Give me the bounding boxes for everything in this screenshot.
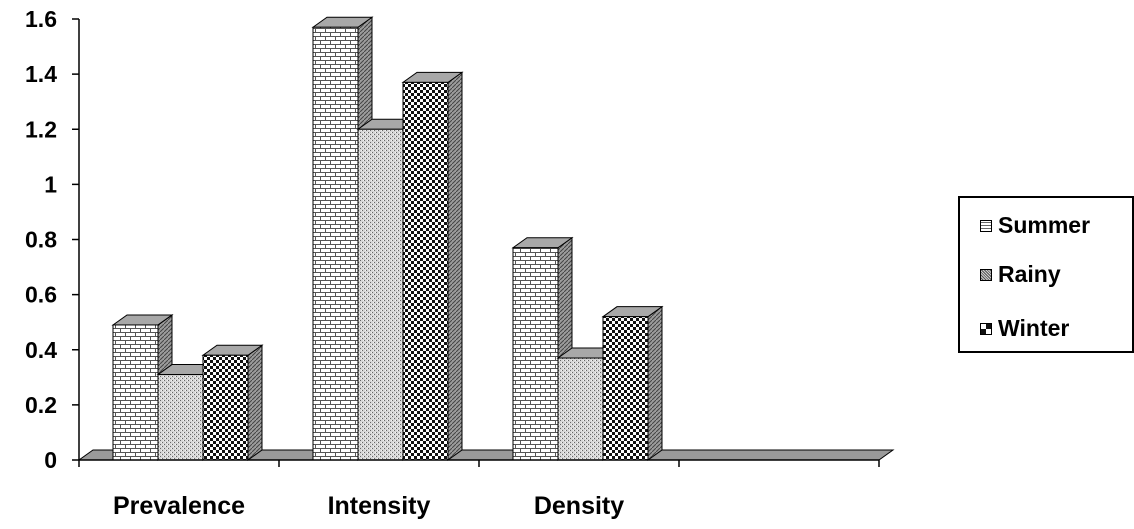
bar-intensity-winter-side (447, 71, 463, 461)
bar-intensity-summer-front (312, 26, 359, 461)
legend-item-rainy: Rainy (980, 261, 1061, 288)
legend-swatch-summer (980, 219, 992, 232)
bar-density-summer-front (512, 247, 559, 461)
bar-intensity-winter-front (402, 81, 449, 461)
bar-prevalence-winter-front (202, 354, 249, 461)
bar-intensity-winter (401, 71, 464, 461)
y-tick-label: 0.2 (25, 392, 57, 418)
y-tick-label: 0.6 (25, 282, 57, 308)
y-tick-label: 1.2 (25, 116, 57, 142)
legend: Summer Rainy Winter (958, 196, 1134, 353)
y-tick-label: 0 (44, 447, 57, 473)
bar-density-winter-side (647, 305, 663, 461)
x-tick-label: Intensity (328, 492, 431, 520)
x-tick-label: Density (534, 492, 624, 520)
bar-density-winter-front (602, 316, 649, 461)
legend-label-rainy: Rainy (998, 261, 1061, 287)
y-tick-label: 1.4 (25, 61, 57, 87)
legend-label-winter: Winter (998, 315, 1070, 341)
y-tick-label: 1.6 (25, 6, 57, 32)
legend-swatch-rainy (980, 268, 992, 281)
legend-swatch-winter (980, 322, 992, 335)
bar-density-rainy-front (557, 357, 604, 461)
bar-intensity-rainy-front (357, 128, 404, 461)
bar-prevalence-winter (201, 344, 264, 461)
x-tick-label: Prevalence (113, 492, 245, 520)
bar-prevalence-rainy-front (157, 374, 204, 461)
bar-density-winter (601, 305, 664, 461)
y-tick-label: 0.8 (25, 227, 57, 253)
legend-item-summer: Summer (980, 212, 1090, 239)
y-tick-label: 0.4 (25, 337, 57, 363)
y-tick-label: 1 (44, 171, 57, 197)
legend-label-summer: Summer (998, 212, 1091, 238)
bar-prevalence-winter-side (247, 344, 263, 461)
legend-item-winter: Winter (980, 315, 1069, 342)
bar-prevalence-summer-front (112, 324, 159, 461)
